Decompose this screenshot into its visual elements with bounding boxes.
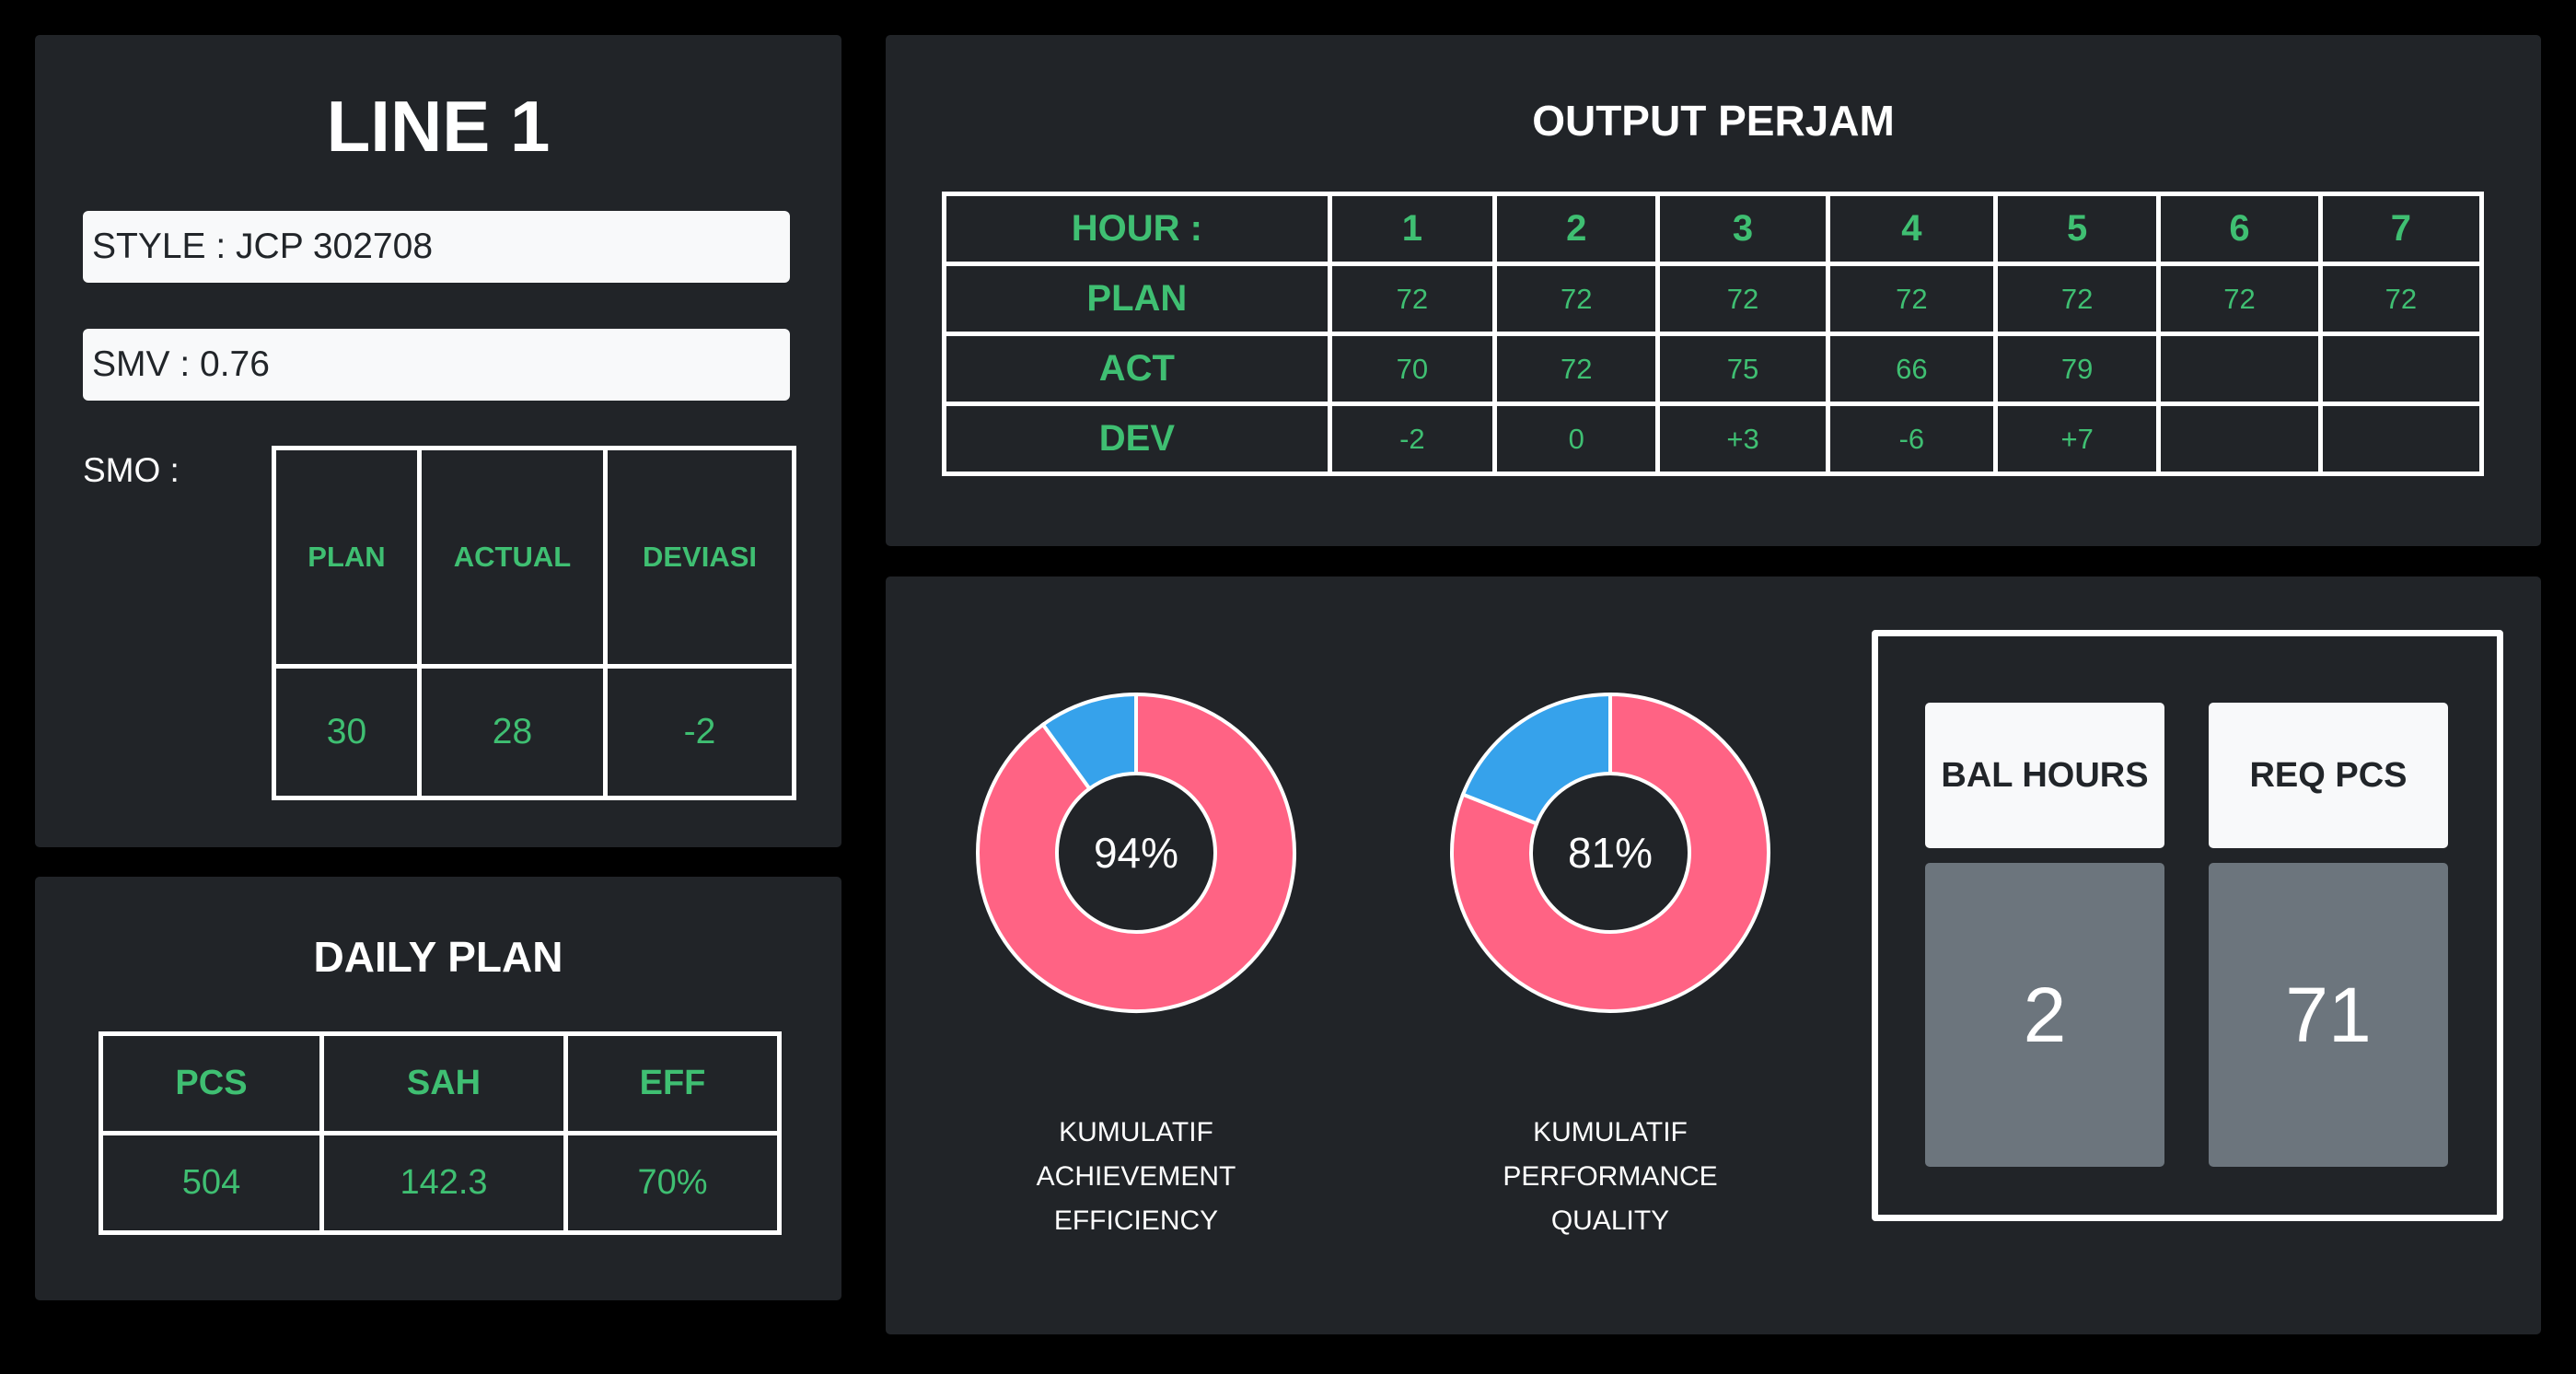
output-plan-row: PLAN 72 72 72 72 72 72 72: [942, 262, 2485, 336]
daily-header-eff: EFF: [563, 1031, 782, 1135]
daily-plan-header-row: PCS SAH EFF: [99, 1031, 782, 1135]
efficiency-center-label: 94%: [1093, 829, 1179, 877]
performance-center-label: 81%: [1567, 829, 1654, 877]
efficiency-caption-line: EFFICIENCY: [1053, 1205, 1219, 1236]
daily-header-sah: SAH: [319, 1031, 568, 1135]
performance-caption-line: QUALITY: [1550, 1205, 1670, 1236]
smv-field: SMV : 0.76: [83, 329, 790, 401]
act-cell: 79: [1993, 332, 2162, 406]
performance-caption: KUMULATIF PERFORMANCE QUALITY: [1426, 1111, 1794, 1243]
performance-donut-svg: [1450, 692, 1770, 1013]
plan-row-label: PLAN: [942, 262, 1332, 336]
dev-cell: +3: [1655, 402, 1830, 476]
smo-label: SMO :: [83, 451, 180, 489]
dev-cell: [2317, 402, 2485, 476]
hour-4: 4: [1825, 192, 1999, 266]
plan-cell: 72: [1825, 262, 1999, 336]
smo-value-deviasi: -2: [603, 664, 796, 800]
act-cell: 66: [1825, 332, 1999, 406]
dev-row-label: DEV: [942, 402, 1332, 476]
smo-value-actual: 28: [417, 664, 608, 800]
efficiency-donut-chart: 94%: [970, 687, 1302, 1019]
efficiency-donut-svg: [976, 692, 1296, 1013]
daily-value-pcs: 504: [99, 1131, 324, 1235]
line-title: LINE 1: [326, 86, 551, 167]
bal-hours-label: BAL HOURS: [1925, 703, 2164, 848]
smo-value-plan: 30: [272, 664, 422, 800]
hour-6: 6: [2156, 192, 2323, 266]
dev-cell: [2156, 402, 2323, 476]
performance-caption-line: KUMULATIF: [1533, 1117, 1688, 1147]
donut-slice-remainder: [1460, 692, 1612, 826]
donut-slice-remainder: [1040, 692, 1138, 792]
daily-plan-panel: DAILY PLAN PCS SAH EFF 504 142.3 70%: [35, 877, 841, 1300]
plan-cell: 72: [1327, 262, 1498, 336]
daily-plan-title: DAILY PLAN: [313, 933, 563, 981]
smo-header-row: PLAN ACTUAL DEVIASI: [272, 446, 796, 669]
plan-cell: 72: [2317, 262, 2485, 336]
efficiency-caption: KUMULATIF ACHIEVEMENT EFFICIENCY: [952, 1111, 1320, 1243]
output-title: OUTPUT PERJAM: [1532, 97, 1895, 145]
hour-3: 3: [1655, 192, 1830, 266]
donut-slice-main: [1450, 692, 1770, 1013]
style-field: STYLE : JCP 302708: [83, 211, 790, 283]
daily-value-sah: 142.3: [319, 1131, 568, 1235]
bal-hours-value: 2: [1925, 863, 2164, 1167]
act-cell: 70: [1327, 332, 1498, 406]
dev-cell: 0: [1492, 402, 1661, 476]
donut-slice-main: [976, 692, 1296, 1013]
efficiency-caption-line: KUMULATIF: [1059, 1117, 1213, 1147]
plan-cell: 72: [2156, 262, 2323, 336]
daily-header-pcs: PCS: [99, 1031, 324, 1135]
hour-label: HOUR :: [942, 192, 1332, 266]
dev-cell: -6: [1825, 402, 1999, 476]
daily-plan-value-row: 504 142.3 70%: [99, 1131, 782, 1235]
line-panel: LINE 1 STYLE : JCP 302708 SMV : 0.76 SMO…: [35, 35, 841, 847]
dev-cell: -2: [1327, 402, 1498, 476]
balance-frame: BAL HOURS 2 REQ PCS 71: [1872, 630, 2503, 1221]
act-cell: [2317, 332, 2485, 406]
smo-table: PLAN ACTUAL DEVIASI 30 28 -2: [272, 446, 796, 800]
smo-header-plan: PLAN: [272, 446, 422, 669]
output-dev-row: DEV -2 0 +3 -6 +7: [942, 402, 2485, 476]
kpi-panel: 94% KUMULATIF ACHIEVEMENT EFFICIENCY 81%…: [886, 576, 2541, 1334]
plan-cell: 72: [1993, 262, 2162, 336]
efficiency-caption-line: ACHIEVEMENT: [1036, 1161, 1236, 1192]
act-row-label: ACT: [942, 332, 1332, 406]
smo-header-deviasi: DEVIASI: [603, 446, 796, 669]
performance-caption-line: PERFORMANCE: [1503, 1161, 1718, 1192]
performance-donut-chart: 81%: [1445, 687, 1776, 1019]
output-table: HOUR : 1 2 3 4 5 6 7 PLAN 72 72 72 72 72…: [942, 192, 2485, 476]
output-act-row: ACT 70 72 75 66 79: [942, 332, 2485, 406]
plan-cell: 72: [1655, 262, 1830, 336]
output-hour-row: HOUR : 1 2 3 4 5 6 7: [942, 192, 2485, 266]
dev-cell: +7: [1993, 402, 2162, 476]
output-perjam-panel: OUTPUT PERJAM HOUR : 1 2 3 4 5 6 7 PLAN …: [886, 35, 2541, 546]
daily-plan-table: PCS SAH EFF 504 142.3 70%: [99, 1031, 782, 1235]
smo-value-row: 30 28 -2: [272, 664, 796, 800]
daily-value-eff: 70%: [563, 1131, 782, 1235]
act-cell: 75: [1655, 332, 1830, 406]
smo-header-actual: ACTUAL: [417, 446, 608, 669]
req-pcs-value: 71: [2209, 863, 2448, 1167]
hour-7: 7: [2317, 192, 2485, 266]
act-cell: [2156, 332, 2323, 406]
hour-1: 1: [1327, 192, 1498, 266]
req-pcs-label: REQ PCS: [2209, 703, 2448, 848]
plan-cell: 72: [1492, 262, 1661, 336]
hour-2: 2: [1492, 192, 1661, 266]
act-cell: 72: [1492, 332, 1661, 406]
hour-5: 5: [1993, 192, 2162, 266]
